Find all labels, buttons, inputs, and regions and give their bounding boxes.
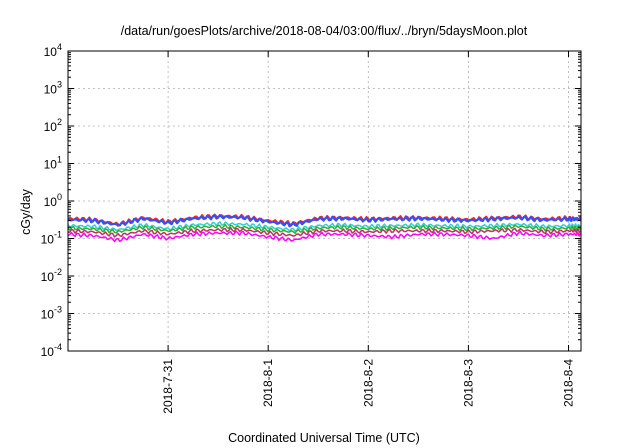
y-tick-base: 10 (44, 83, 58, 97)
y-tick-base: 10 (41, 233, 55, 247)
y-tick-base: 10 (44, 120, 58, 134)
grid (68, 51, 581, 351)
x-axis-label: Coordinated Universal Time (UTC) (228, 431, 420, 445)
y-tick-label: 10-3 (41, 305, 62, 322)
series-line (67, 223, 582, 234)
y-tick-exponent: -1 (54, 230, 62, 240)
y-tick-base: 10 (44, 158, 58, 172)
x-tick-label: 2018-8-3 (461, 359, 475, 407)
y-tick-base: 10 (44, 195, 58, 209)
y-tick-label: 10-2 (41, 267, 62, 284)
series-line (67, 214, 582, 228)
y-axis-label: cGy/day (19, 188, 33, 235)
y-tick-exponent: 3 (57, 80, 62, 90)
y-tick-base: 10 (41, 270, 55, 284)
y-tick-exponent: -4 (54, 342, 62, 352)
y-tick-label: 100 (44, 192, 62, 209)
y-tick-exponent: 0 (57, 192, 62, 202)
chart-title: /data/run/goesPlots/archive/2018-08-04/0… (121, 24, 528, 38)
series-line (67, 230, 582, 243)
y-tick-exponent: 1 (57, 155, 62, 165)
y-tick-exponent: 4 (57, 42, 62, 52)
y-tick-label: 102 (44, 117, 62, 134)
axis-ticks: 10410310210110010-110-210-310-42018-7-31… (41, 42, 581, 414)
y-tick-label: 10-1 (41, 230, 62, 247)
series-line (67, 227, 582, 238)
x-tick-label: 2018-7-31 (161, 359, 175, 414)
x-tick-label: 2018-8-2 (361, 359, 375, 407)
y-tick-label: 104 (44, 42, 62, 59)
y-tick-label: 103 (44, 80, 62, 97)
y-tick-exponent: 2 (57, 117, 62, 127)
y-tick-base: 10 (41, 308, 55, 322)
y-tick-base: 10 (41, 345, 55, 359)
y-tick-exponent: -2 (54, 267, 62, 277)
y-tick-label: 10-4 (41, 342, 62, 359)
x-tick-label: 2018-8-1 (261, 359, 275, 407)
y-tick-label: 101 (44, 155, 62, 172)
y-tick-exponent: -3 (54, 305, 62, 315)
series-layer (67, 213, 582, 243)
series-line (67, 221, 582, 232)
y-tick-base: 10 (44, 45, 58, 59)
x-tick-label: 2018-8-4 (561, 359, 575, 407)
